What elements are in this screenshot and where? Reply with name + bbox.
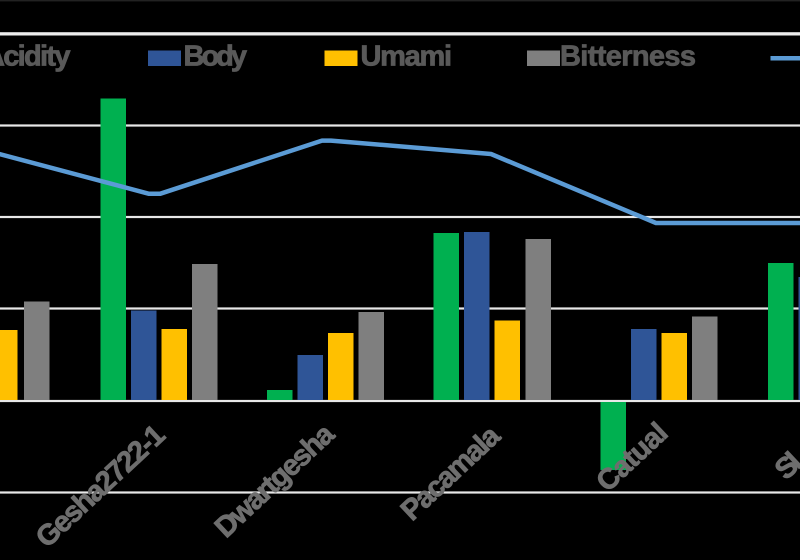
svg-text:Acidity: Acidity bbox=[0, 41, 71, 73]
svg-text:Umami: Umami bbox=[361, 41, 453, 73]
svg-text:Bitterness: Bitterness bbox=[560, 41, 696, 73]
svg-text:Body: Body bbox=[184, 41, 248, 73]
